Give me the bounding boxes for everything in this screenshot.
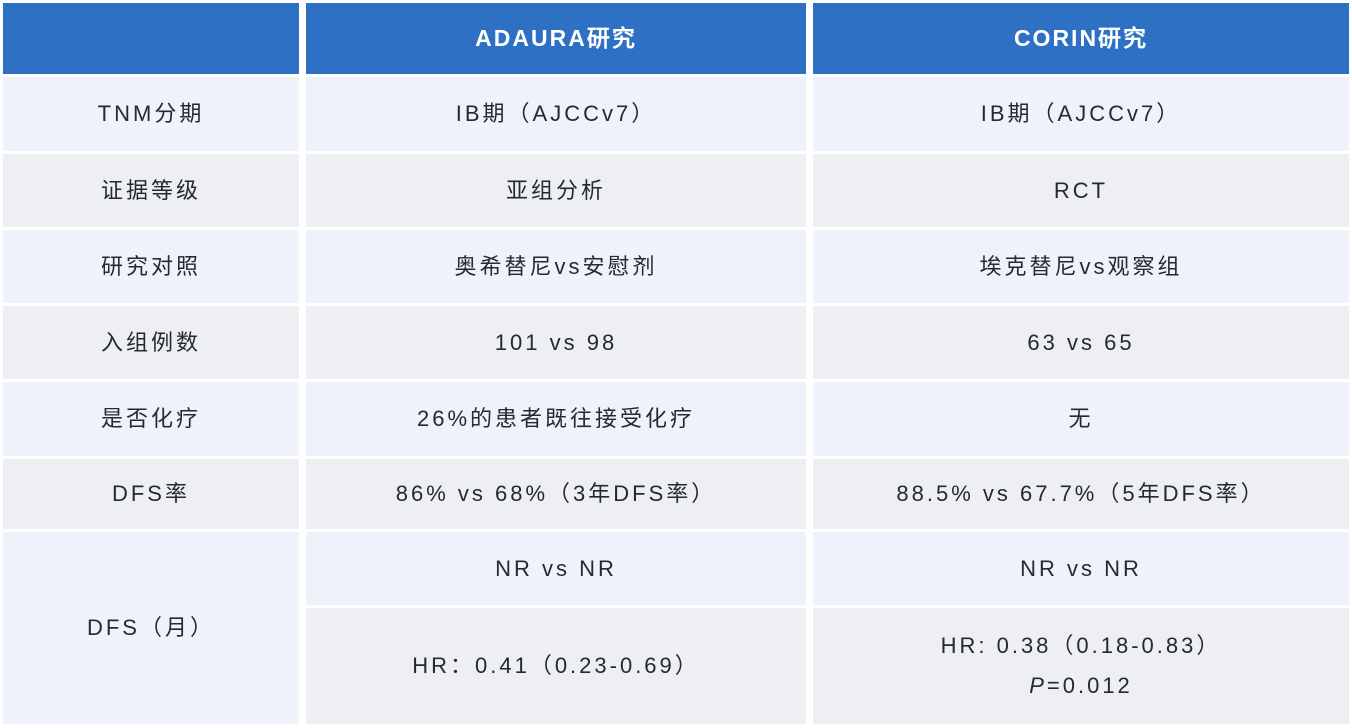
row-label-dfs-rate: DFS率 — [3, 459, 299, 529]
row-label-study-arms: 研究对照 — [3, 230, 299, 303]
cell-corin-evidence-level: RCT — [813, 154, 1349, 227]
cell-adaura-chemotherapy: 26%的患者既往接受化疗 — [306, 382, 806, 456]
cell-corin-dfs-rate: 88.5% vs 67.7%（5年DFS率） — [813, 459, 1349, 529]
cell-adaura-study-arms: 奥希替尼vs安慰剂 — [306, 230, 806, 303]
corin-hr-line: HR: 0.38（0.18-0.83） — [940, 633, 1222, 658]
p-value: =0.012 — [1046, 673, 1133, 698]
cell-corin-dfs-nr: NR vs NR — [813, 532, 1349, 605]
row-label-enrolled-cases: 入组例数 — [3, 306, 299, 379]
cell-adaura-dfs-rate: 86% vs 68%（3年DFS率） — [306, 459, 806, 529]
row-label-chemotherapy: 是否化疗 — [3, 382, 299, 456]
cell-corin-chemotherapy: 无 — [813, 382, 1349, 456]
header-adaura-study: ADAURA研究 — [306, 3, 806, 74]
cell-adaura-evidence-level: 亚组分析 — [306, 154, 806, 227]
p-symbol: P — [1029, 673, 1047, 698]
study-comparison-table: ADAURA研究 CORIN研究 TNM分期 IB期（AJCCv7） IB期（A… — [3, 3, 1349, 724]
header-corin-study: CORIN研究 — [813, 3, 1349, 74]
cell-corin-tnm-stage: IB期（AJCCv7） — [813, 77, 1349, 151]
cell-adaura-enrolled-cases: 101 vs 98 — [306, 306, 806, 379]
row-label-tnm-stage: TNM分期 — [3, 77, 299, 151]
cell-corin-enrolled-cases: 63 vs 65 — [813, 306, 1349, 379]
row-label-dfs-months: DFS（月） — [3, 532, 299, 724]
cell-corin-hazard-ratio: HR: 0.38（0.18-0.83） P=0.012 — [813, 608, 1349, 724]
cell-adaura-dfs-nr: NR vs NR — [306, 532, 806, 605]
row-label-evidence-level: 证据等级 — [3, 154, 299, 227]
corin-p-value-line: P=0.012 — [1029, 666, 1133, 706]
header-blank-cell — [3, 3, 299, 74]
cell-corin-study-arms: 埃克替尼vs观察组 — [813, 230, 1349, 303]
cell-adaura-hazard-ratio: HR：0.41（0.23-0.69） — [306, 608, 806, 724]
cell-adaura-tnm-stage: IB期（AJCCv7） — [306, 77, 806, 151]
